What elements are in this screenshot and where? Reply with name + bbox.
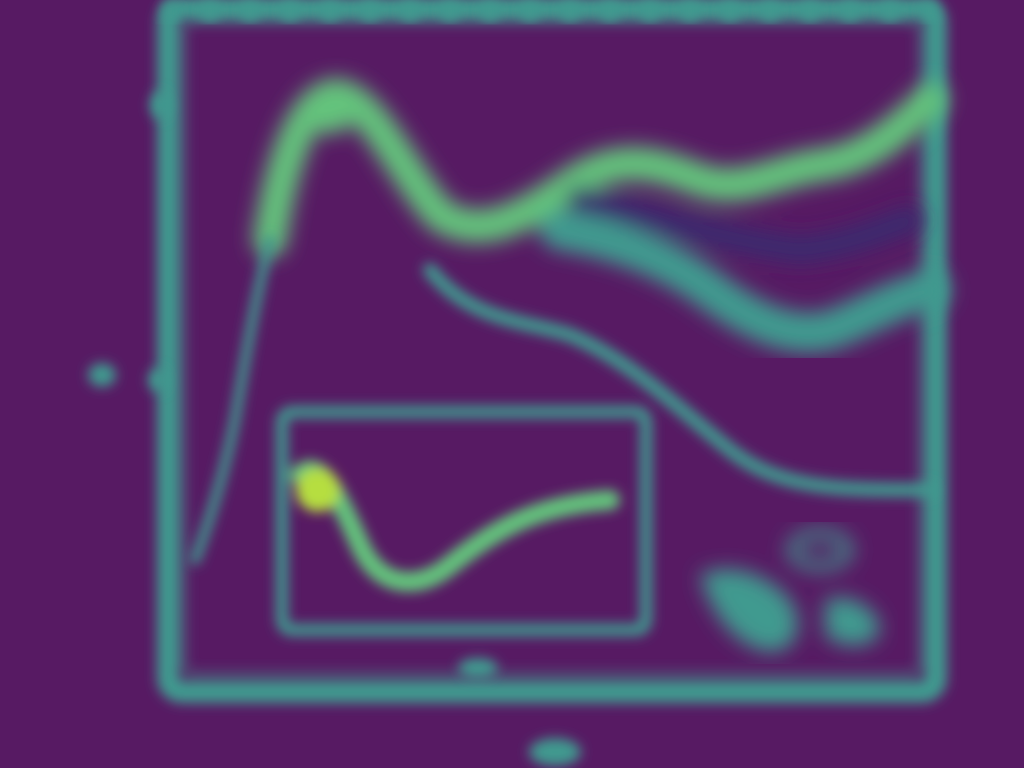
border-dot	[722, 0, 738, 22]
inset-panel	[276, 406, 652, 636]
border-dot	[522, 0, 538, 22]
border-dot	[642, 0, 658, 22]
border-dot	[202, 0, 218, 22]
top-dotted-border	[162, 0, 938, 22]
border-dot	[322, 0, 338, 22]
border-dot	[282, 0, 298, 22]
border-dot	[882, 0, 898, 22]
outer-frame	[157, 0, 947, 703]
descending-line	[190, 235, 937, 565]
border-dot	[242, 0, 258, 22]
border-dot	[922, 0, 938, 22]
border-dot	[682, 0, 698, 22]
border-dot	[402, 0, 418, 22]
border-dot	[162, 0, 178, 22]
border-dot	[482, 0, 498, 22]
border-dot	[362, 0, 378, 22]
border-dot	[842, 0, 858, 22]
border-dot	[802, 0, 818, 22]
main-band	[253, 77, 950, 353]
stray-marks	[88, 91, 581, 766]
border-dot	[762, 0, 778, 22]
border-dot	[562, 0, 578, 22]
border-dot	[442, 0, 458, 22]
corner-blobs	[700, 529, 880, 652]
border-dot	[602, 0, 618, 22]
